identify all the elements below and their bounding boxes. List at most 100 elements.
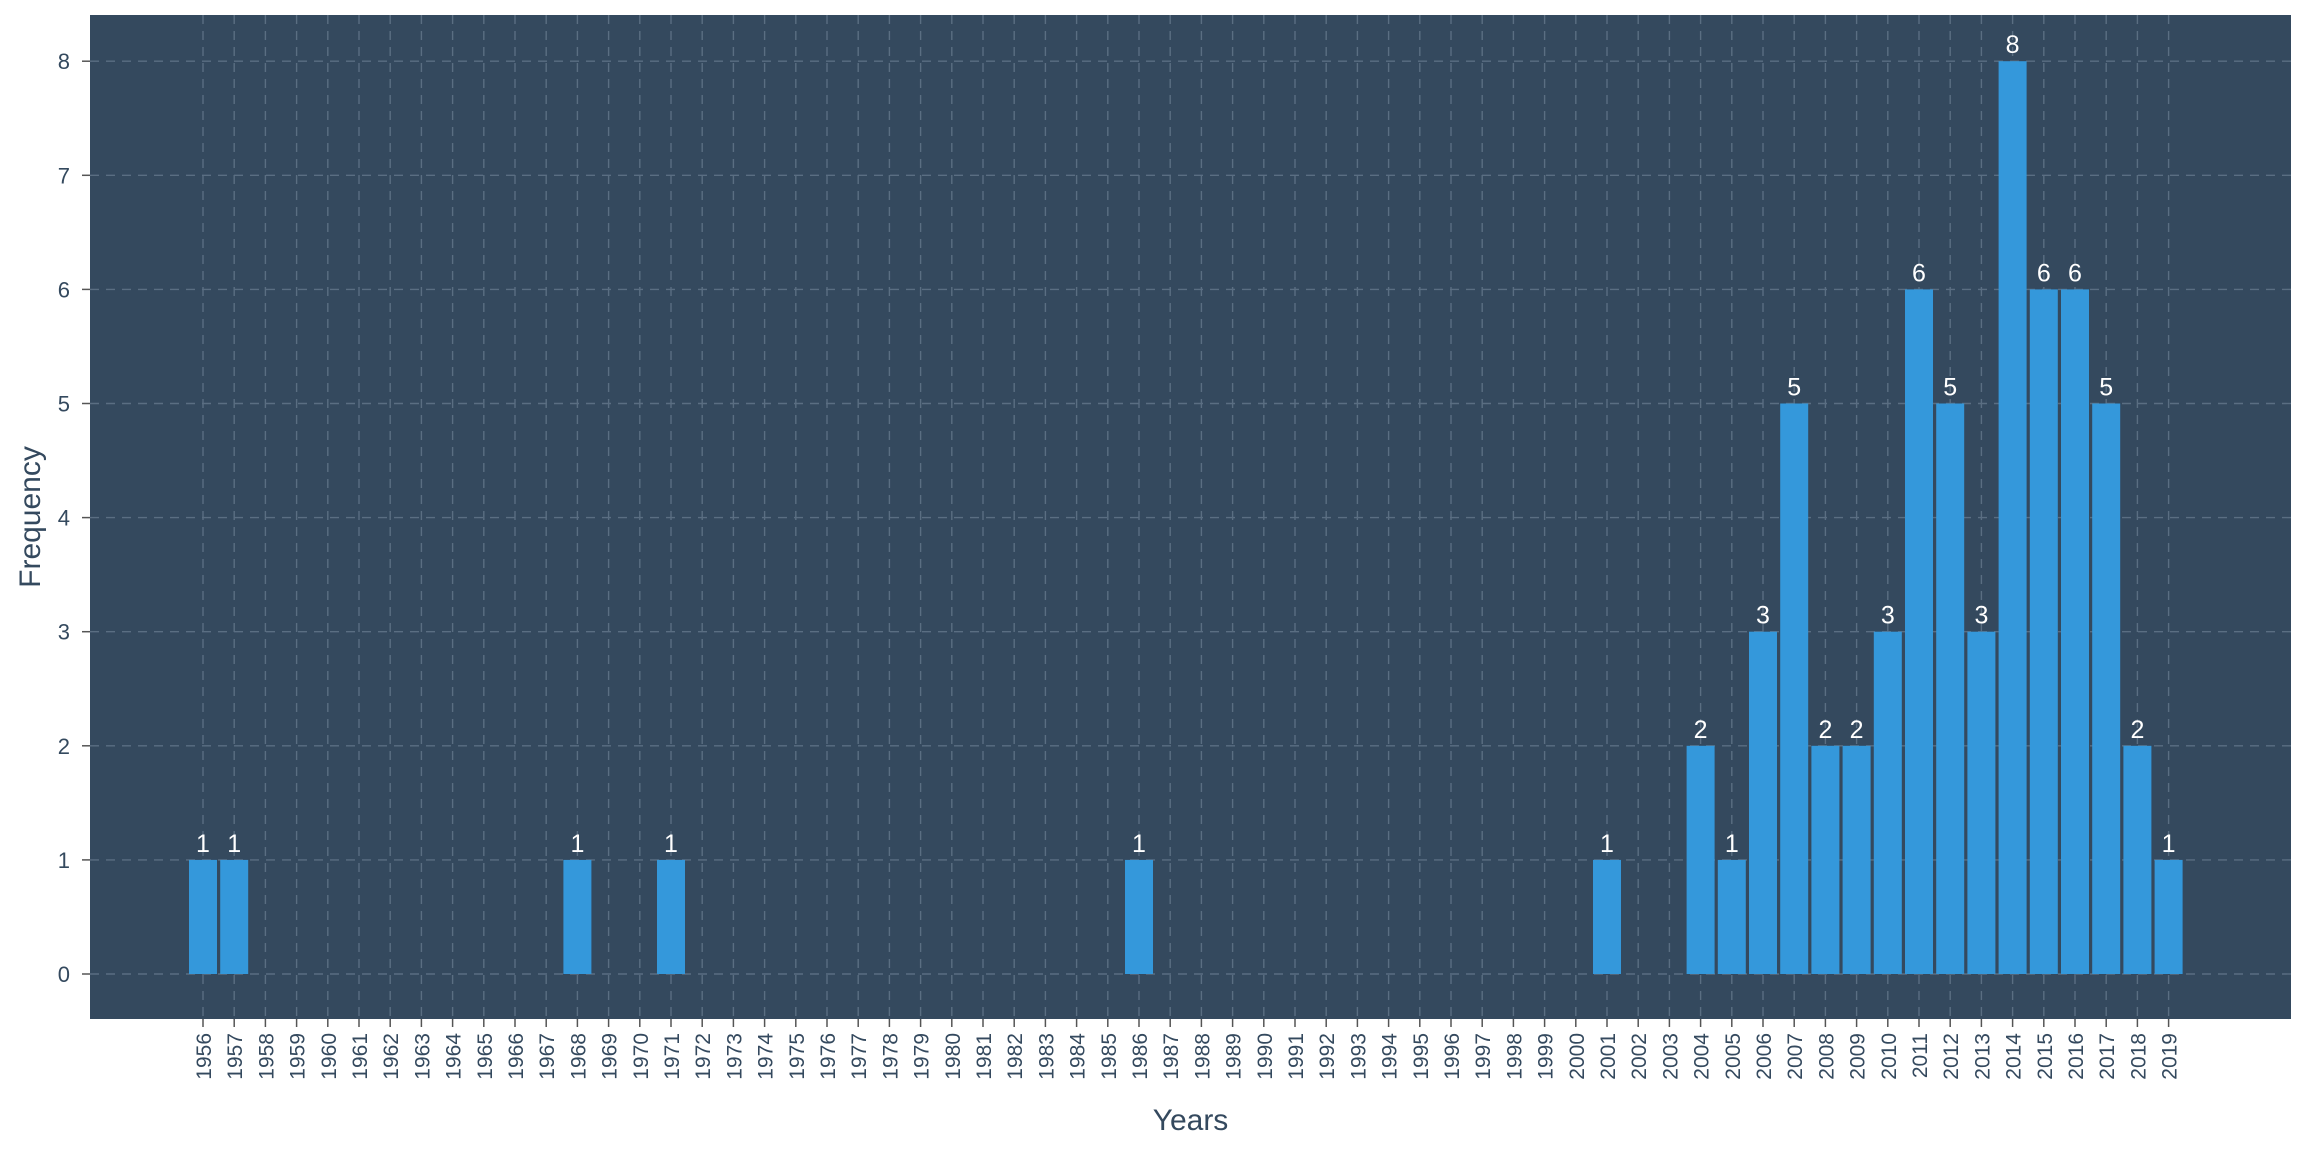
x-tick-label: 2015 (2034, 1033, 2057, 1080)
bar-label-2005: 1 (1725, 830, 1739, 858)
bar-label-2004: 2 (1694, 716, 1708, 744)
bar-label-1971: 1 (664, 830, 678, 858)
bar-label-2007: 5 (1787, 374, 1801, 402)
bar-2015 (2029, 289, 2058, 974)
bar-2009 (1842, 745, 1871, 974)
bar-1971 (657, 859, 685, 974)
x-tick-label: 1974 (755, 1033, 778, 1080)
x-tick-label: 2009 (1847, 1033, 1870, 1080)
x-tick-label: 2001 (1597, 1033, 1620, 1080)
x-tick-label: 2013 (1971, 1033, 1994, 1080)
bar-label-2001: 1 (1600, 830, 1614, 858)
bar-2004 (1686, 745, 1715, 974)
bar-1968 (563, 859, 592, 974)
y-axis-title: Frequency (14, 446, 47, 588)
x-tick-label: 1982 (1004, 1033, 1027, 1080)
x-tick-label: 1986 (1129, 1033, 1152, 1080)
bar-2011 (1905, 289, 1933, 974)
bar-label-2019: 1 (2162, 830, 2176, 858)
x-tick-label: 1990 (1254, 1033, 1277, 1080)
x-tick-label: 1959 (287, 1033, 310, 1080)
x-tick-label: 1962 (380, 1033, 403, 1080)
x-tick-label: 1977 (848, 1033, 871, 1080)
x-axis-title: Years (1153, 1104, 1229, 1137)
bar-2008 (1811, 745, 1840, 974)
bar-2013 (1967, 631, 1996, 974)
bar-2014 (1998, 61, 2027, 974)
bar-label-2010: 3 (1881, 602, 1895, 630)
x-tick-label: 1968 (567, 1033, 590, 1080)
bar-label-2008: 2 (1818, 716, 1832, 744)
x-tick-label: 1970 (630, 1033, 653, 1080)
bar-label-1986: 1 (1132, 830, 1146, 858)
y-tick-label: 7 (58, 163, 70, 188)
x-tick-label: 1965 (474, 1033, 497, 1080)
bar-2001 (1593, 859, 1621, 974)
y-axis: 0 1 2 3 4 5 6 7 8 (58, 49, 90, 987)
bar-label-2006: 3 (1756, 602, 1770, 630)
x-tick-label: 1957 (224, 1033, 247, 1080)
bar-2017 (2092, 403, 2121, 974)
x-tick-label: 1961 (349, 1033, 372, 1080)
x-tick-label: 1971 (661, 1033, 684, 1080)
x-tick-label: 1987 (1160, 1033, 1183, 1080)
x-tick-label: 1960 (318, 1033, 341, 1080)
x-tick-label: 1956 (193, 1033, 216, 1080)
x-tick-label: 2003 (1659, 1033, 1682, 1080)
bar-label-1957: 1 (227, 830, 241, 858)
x-tick-label: 2005 (1722, 1033, 1745, 1080)
bar-label-2012: 5 (1943, 374, 1957, 402)
x-tick-label: 1981 (973, 1033, 996, 1080)
bar-2007 (1780, 403, 1809, 974)
x-tick-label: 2006 (1753, 1033, 1776, 1080)
bar-1957 (220, 859, 249, 974)
x-axis: 1956 1957 1958 1959 1960 1961 1962 1963 1964 1965… (193, 1019, 2182, 1080)
bar-label-2009: 2 (1850, 716, 1864, 744)
x-tick-label: 1994 (1379, 1033, 1402, 1080)
bar-label-1968: 1 (570, 830, 584, 858)
y-tick-label: 6 (58, 277, 70, 302)
y-tick-label: 1 (58, 848, 70, 873)
x-tick-label: 1964 (443, 1033, 466, 1080)
y-tick-label: 4 (58, 506, 70, 531)
x-tick-label: 2017 (2096, 1033, 2119, 1080)
bar-1956 (189, 859, 217, 974)
bar-label-2013: 3 (1974, 602, 1988, 630)
x-tick-label: 1958 (255, 1033, 278, 1080)
y-tick-label: 2 (58, 734, 70, 759)
x-tick-label: 2002 (1628, 1033, 1651, 1080)
y-tick-label: 8 (58, 49, 70, 74)
x-tick-label: 1973 (723, 1033, 746, 1080)
x-tick-label: 1979 (911, 1033, 934, 1080)
x-tick-label: 2018 (2127, 1033, 2150, 1080)
x-tick-label: 2014 (2003, 1033, 2026, 1080)
bar-2005 (1717, 859, 1746, 974)
x-tick-label: 1963 (411, 1033, 434, 1080)
bar-1986 (1125, 859, 1153, 974)
y-tick-label: 5 (58, 392, 70, 417)
x-tick-label: 2016 (2065, 1033, 2088, 1080)
bars (189, 61, 2183, 974)
x-tick-label: 1975 (786, 1033, 809, 1080)
x-tick-label: 1993 (1347, 1033, 1370, 1080)
x-tick-label: 1999 (1535, 1033, 1558, 1080)
bar-label-2017: 5 (2099, 374, 2113, 402)
x-tick-label: 1966 (505, 1033, 528, 1080)
x-tick-label: 1989 (1223, 1033, 1246, 1080)
x-tick-label: 1992 (1316, 1033, 1339, 1080)
x-tick-label: 1991 (1285, 1033, 1308, 1080)
x-tick-label: 1983 (1035, 1033, 1058, 1080)
y-tick-label: 0 (58, 962, 70, 987)
bar-label-2018: 2 (2130, 716, 2144, 744)
x-tick-label: 1969 (599, 1033, 622, 1080)
x-tick-label: 1985 (1098, 1033, 1121, 1080)
x-tick-label: 1996 (1441, 1033, 1464, 1080)
bar-2006 (1749, 631, 1777, 974)
x-tick-label: 1984 (1067, 1033, 1090, 1080)
x-tick-label: 1998 (1503, 1033, 1526, 1080)
bar-label-2014: 8 (2006, 31, 2020, 59)
x-tick-label: 2011 (1909, 1033, 1932, 1078)
bar-2010 (1873, 631, 1902, 974)
